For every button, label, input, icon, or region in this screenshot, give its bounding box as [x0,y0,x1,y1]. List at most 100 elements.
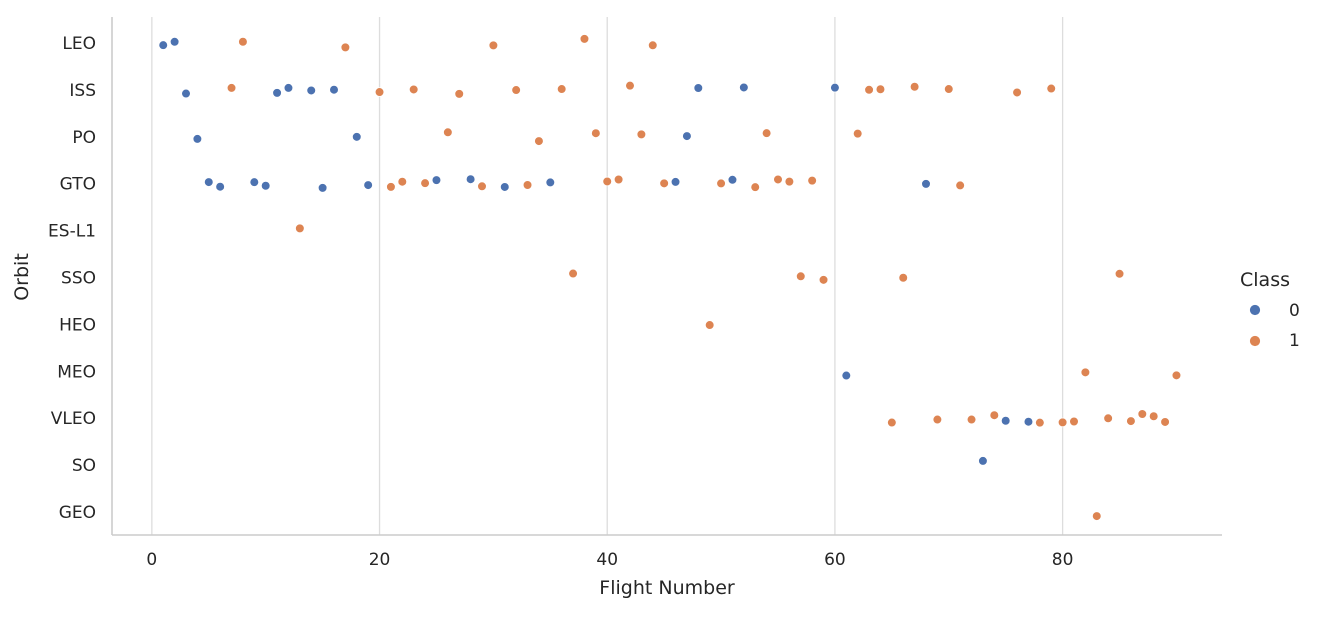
point-class-1 [522,180,533,190]
point-class-1 [704,320,715,330]
point-class-0 [215,181,225,192]
point-class-1 [784,176,795,187]
point-class-1 [477,181,487,192]
point-class-1 [397,176,408,187]
x-tick-labels: 0 20 40 60 80 [146,550,1073,570]
point-class-1 [386,182,396,192]
y-axis-title: Orbit [11,253,33,301]
point-class-0 [978,456,988,466]
y-tick-label: SO [72,456,96,476]
point-class-0 [545,177,556,188]
point-class-1 [226,83,237,93]
point-class-1 [1035,417,1045,428]
point-class-0 [465,174,476,185]
point-class-1 [1160,417,1170,427]
point-class-0 [431,175,442,185]
point-class-1 [556,84,567,94]
x-tick-label: 80 [1052,550,1074,570]
point-class-1 [534,136,544,146]
point-class-1 [238,36,248,47]
legend-title: Class [1240,269,1290,291]
point-class-1 [1057,417,1068,428]
point-class-1 [1126,416,1136,426]
point-class-1 [1069,416,1079,427]
point-class-1 [750,182,761,192]
point-class-0 [158,40,169,50]
point-class-0 [363,180,373,190]
point-class-0 [203,177,214,187]
point-class-1 [807,175,817,186]
point-class-1 [591,128,601,139]
point-class-1 [579,34,590,44]
legend-label-class-1: 1 [1289,331,1300,351]
y-tick-label: HEO [59,315,96,335]
point-class-1 [852,128,863,139]
point-class-0 [181,88,191,99]
point-class-0 [693,83,704,93]
point-class-1 [989,410,1000,420]
point-class-1 [295,223,305,234]
point-class-0 [1023,416,1034,427]
y-tick-label: GTO [60,175,96,195]
legend: Class 0 1 [1240,269,1300,351]
point-class-1 [887,417,897,428]
point-class-0 [727,174,738,185]
point-class-1 [864,84,874,95]
point-class-1 [909,81,920,92]
point-class-0 [169,36,180,47]
point-class-1 [1103,413,1113,424]
vertical-grid-lines [151,17,1064,535]
x-tick-label: 60 [824,550,846,570]
point-class-1 [1080,367,1091,378]
point-class-1 [818,275,829,285]
point-class-0 [272,88,282,98]
point-class-1 [1091,511,1102,521]
point-class-1 [613,174,624,185]
point-class-1 [602,176,613,187]
point-class-1 [647,40,658,51]
legend-marker-class-1 [1249,335,1261,347]
point-class-1 [1046,83,1057,94]
point-class-1 [955,180,965,191]
point-class-1 [568,268,578,279]
axes [111,17,1222,536]
point-class-0 [283,83,294,93]
point-class-1 [659,178,669,189]
point-class-1 [374,87,385,97]
point-class-1 [454,89,465,99]
point-class-1 [340,42,351,53]
point-class-1 [1137,409,1148,419]
point-class-1 [773,174,783,185]
point-class-1 [408,84,419,95]
point-class-1 [875,84,886,95]
point-class-0 [351,132,362,142]
legend-marker-class-0 [1249,304,1261,316]
y-tick-label: LEO [62,34,96,54]
point-class-1 [966,414,977,425]
x-axis-title: Flight Number [599,577,735,599]
point-class-0 [249,177,260,187]
point-class-0 [317,183,328,193]
y-tick-label: VLEO [51,409,96,429]
x-tick-label: 0 [146,550,157,570]
point-class-1 [795,271,806,282]
x-tick-label: 40 [596,550,618,570]
point-class-0 [921,179,931,189]
y-tick-label: ES-L1 [48,222,96,242]
point-class-1 [1114,268,1125,279]
point-class-0 [329,84,339,95]
point-class-0 [260,180,271,191]
point-class-0 [739,82,749,93]
y-tick-label: PO [72,128,96,148]
x-tick-label: 20 [369,550,391,570]
point-class-0 [1000,415,1011,426]
y-tick-label: ISS [69,81,96,101]
point-class-0 [670,177,681,187]
point-class-1 [488,40,499,51]
point-class-1 [716,178,726,189]
point-class-1 [1171,370,1182,381]
y-tick-label: SSO [61,269,96,289]
point-class-0 [499,182,510,192]
point-class-1 [636,129,647,140]
